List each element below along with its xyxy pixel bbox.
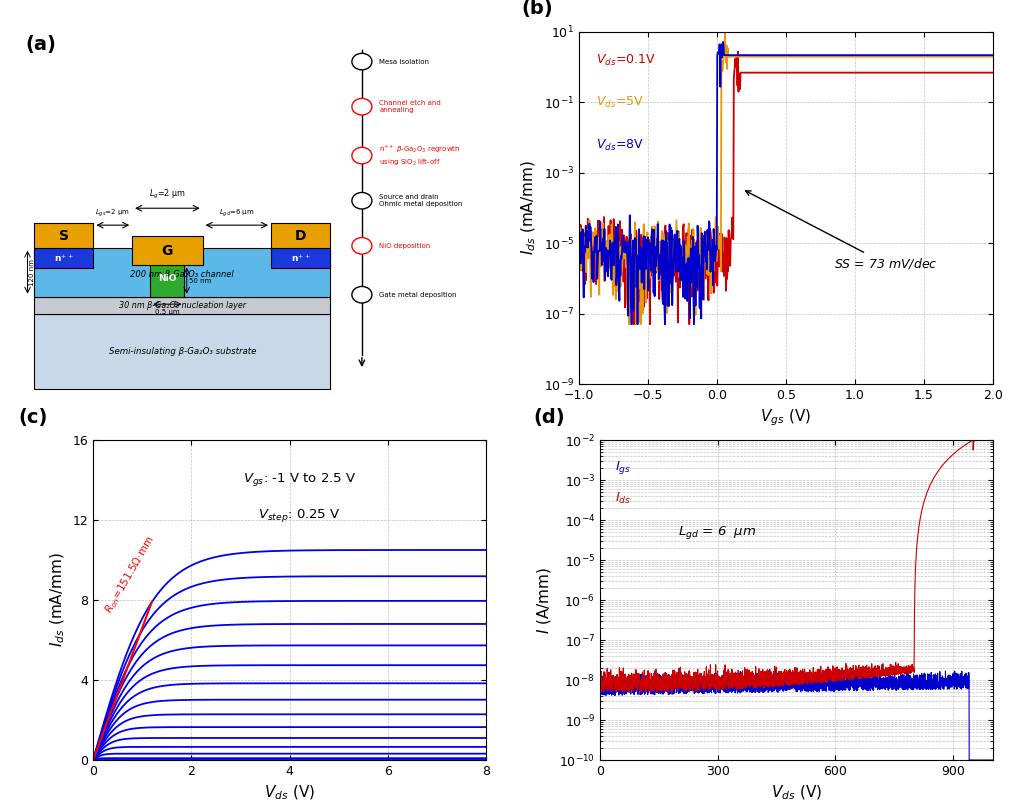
Text: $V_{ds}$=0.1V: $V_{ds}$=0.1V — [596, 53, 656, 68]
X-axis label: $V_{gs}$ (V): $V_{gs}$ (V) — [760, 407, 812, 428]
Text: $L_{gd}$ = 6  μm: $L_{gd}$ = 6 μm — [678, 523, 757, 541]
Text: G: G — [161, 243, 173, 258]
Text: Gate metal deposition: Gate metal deposition — [379, 292, 457, 298]
Bar — [271, 248, 330, 268]
Bar — [34, 314, 330, 389]
Text: $I_{ds}$: $I_{ds}$ — [615, 491, 632, 506]
Circle shape — [352, 286, 372, 303]
Text: $R_{on}$=151.5Ω·mm: $R_{on}$=151.5Ω·mm — [102, 534, 157, 616]
Text: $L_{gd}$=6 μm: $L_{gd}$=6 μm — [219, 207, 254, 218]
Text: $L_g$=2 μm: $L_g$=2 μm — [149, 188, 186, 201]
Y-axis label: $I_{ds}$ (mA/mm): $I_{ds}$ (mA/mm) — [49, 553, 67, 647]
Text: Semi-insulating β-Ga₂O₃ substrate: Semi-insulating β-Ga₂O₃ substrate — [109, 346, 255, 356]
Text: n$^{++}$: n$^{++}$ — [54, 252, 73, 264]
Y-axis label: $I_{ds}$ (mA/mm): $I_{ds}$ (mA/mm) — [520, 161, 539, 255]
Text: $V_{ds}$=5V: $V_{ds}$=5V — [596, 95, 643, 110]
Text: Mesa isolation: Mesa isolation — [379, 58, 429, 65]
Bar — [34, 297, 330, 314]
Text: $SS$ = 73 mV/dec: $SS$ = 73 mV/dec — [746, 191, 938, 271]
Bar — [150, 265, 184, 297]
Text: (c): (c) — [19, 408, 48, 427]
Circle shape — [352, 193, 372, 209]
Text: n$^{++}$ $\beta$-Ga$_2$O$_3$ regrowth
using SiO$_2$ lift-off: n$^{++}$ $\beta$-Ga$_2$O$_3$ regrowth us… — [379, 144, 460, 167]
Circle shape — [352, 98, 372, 115]
Text: Source and drain
Ohmic metal deposition: Source and drain Ohmic metal deposition — [379, 194, 462, 207]
Text: $L_{gs}$=2 μm: $L_{gs}$=2 μm — [95, 207, 130, 218]
Circle shape — [352, 238, 372, 254]
Circle shape — [352, 147, 372, 164]
Text: 200 nm β-Ga₂O₃ channel: 200 nm β-Ga₂O₃ channel — [130, 270, 234, 278]
Text: $I_{gs}$: $I_{gs}$ — [615, 459, 632, 476]
Text: NiO deposition: NiO deposition — [379, 243, 430, 249]
Text: (b): (b) — [521, 0, 553, 18]
Circle shape — [352, 54, 372, 70]
Bar — [34, 223, 93, 248]
Text: S: S — [59, 229, 69, 242]
Text: $V_{step}$: 0.25 V: $V_{step}$: 0.25 V — [258, 507, 340, 525]
Y-axis label: $I$ (A/mm): $I$ (A/mm) — [536, 566, 553, 634]
Bar — [34, 248, 93, 268]
Text: NiO: NiO — [158, 274, 177, 283]
X-axis label: $V_{ds}$ (V): $V_{ds}$ (V) — [770, 783, 822, 800]
Bar — [271, 223, 330, 248]
Bar — [132, 237, 203, 265]
Text: n$^{++}$: n$^{++}$ — [291, 252, 310, 264]
Bar — [34, 248, 330, 297]
Text: (a): (a) — [25, 35, 56, 54]
Text: $V_{gs}$: -1 V to 2.5 V: $V_{gs}$: -1 V to 2.5 V — [243, 471, 356, 489]
X-axis label: $V_{ds}$ (V): $V_{ds}$ (V) — [264, 783, 315, 800]
Text: D: D — [295, 229, 306, 242]
Text: 50 nm: 50 nm — [189, 278, 211, 284]
Text: $V_{ds}$=8V: $V_{ds}$=8V — [596, 138, 643, 153]
Text: Channel etch and
annealing: Channel etch and annealing — [379, 100, 440, 114]
Text: (d): (d) — [533, 408, 565, 427]
Text: 30 nm β-Ga₂O₃ nucleation layer: 30 nm β-Ga₂O₃ nucleation layer — [119, 301, 246, 310]
Text: 120 nm: 120 nm — [29, 258, 35, 286]
Text: 0.5 μm: 0.5 μm — [155, 309, 180, 315]
